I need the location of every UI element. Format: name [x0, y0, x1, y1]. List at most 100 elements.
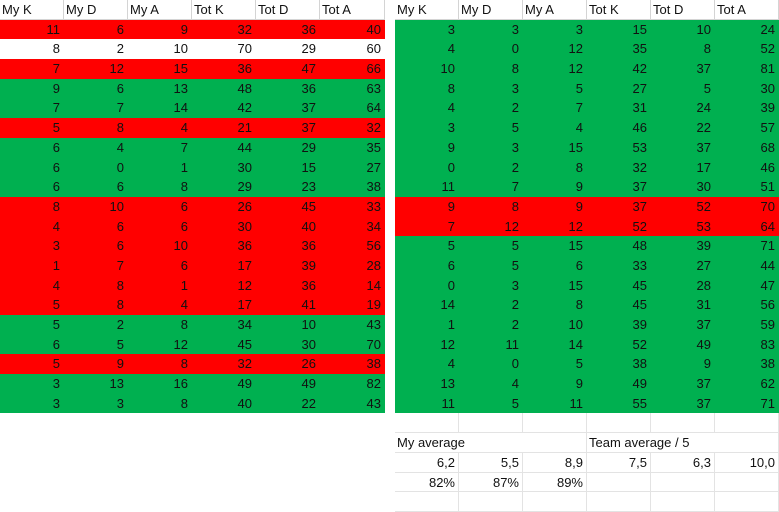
data-cell[interactable]: 12 — [523, 216, 587, 237]
data-cell[interactable]: 28 — [320, 255, 385, 276]
data-cell[interactable]: 4 — [395, 39, 459, 60]
data-cell[interactable]: 40 — [320, 19, 385, 40]
data-cell[interactable]: 4 — [128, 295, 192, 315]
data-cell[interactable]: 5 — [0, 295, 64, 315]
data-cell[interactable]: 82 — [320, 374, 385, 394]
data-cell[interactable]: 62 — [715, 374, 779, 394]
data-cell[interactable]: 5 — [459, 236, 523, 256]
data-cell[interactable]: 7 — [128, 137, 192, 158]
data-cell[interactable]: 3 — [459, 275, 523, 296]
data-cell[interactable]: 5 — [0, 118, 64, 138]
team-average-label[interactable]: Team average / 5 — [587, 433, 779, 453]
data-cell[interactable]: 64 — [320, 98, 385, 119]
data-cell[interactable]: 0 — [64, 157, 128, 178]
data-cell[interactable]: 39 — [651, 236, 715, 256]
data-cell[interactable]: 6 — [395, 255, 459, 276]
data-cell[interactable]: 32 — [192, 19, 256, 40]
data-cell[interactable]: 8 — [395, 78, 459, 99]
data-cell[interactable]: 31 — [587, 98, 651, 119]
data-cell[interactable]: 38 — [587, 354, 651, 375]
data-cell[interactable]: 57 — [715, 118, 779, 138]
data-cell[interactable]: 30 — [192, 216, 256, 237]
data-cell[interactable]: 29 — [256, 137, 320, 158]
data-cell[interactable]: 32 — [192, 354, 256, 375]
data-cell[interactable]: 0 — [395, 157, 459, 178]
data-cell[interactable]: 3 — [0, 374, 64, 394]
empty-cell[interactable] — [715, 492, 779, 512]
data-cell[interactable]: 70 — [715, 196, 779, 217]
data-cell[interactable]: 71 — [715, 236, 779, 256]
percent-value-cell[interactable]: 89% — [523, 472, 587, 493]
data-cell[interactable]: 7 — [0, 98, 64, 119]
data-cell[interactable]: 7 — [523, 98, 587, 119]
data-cell[interactable]: 45 — [256, 196, 320, 217]
data-cell[interactable]: 1 — [128, 275, 192, 296]
data-cell[interactable]: 49 — [651, 334, 715, 355]
empty-cell[interactable] — [651, 413, 715, 434]
data-cell[interactable]: 12 — [523, 39, 587, 60]
data-cell[interactable]: 5 — [64, 334, 128, 355]
data-cell[interactable]: 10 — [523, 315, 587, 335]
data-cell[interactable]: 0 — [459, 354, 523, 375]
empty-cell[interactable] — [523, 492, 587, 512]
data-cell[interactable]: 4 — [128, 118, 192, 138]
data-cell[interactable]: 5 — [523, 354, 587, 375]
empty-cell[interactable] — [395, 413, 459, 434]
data-cell[interactable]: 5 — [523, 78, 587, 99]
average-value-cell[interactable]: 6,2 — [395, 452, 459, 473]
data-cell[interactable]: 34 — [320, 216, 385, 237]
data-cell[interactable]: 2 — [459, 157, 523, 178]
average-value-cell[interactable]: 10,0 — [715, 452, 779, 473]
data-cell[interactable]: 64 — [715, 216, 779, 237]
data-cell[interactable]: 22 — [256, 393, 320, 414]
data-cell[interactable]: 19 — [320, 295, 385, 315]
data-cell[interactable]: 10 — [64, 196, 128, 217]
empty-cell[interactable] — [715, 472, 779, 493]
data-cell[interactable]: 23 — [256, 177, 320, 197]
data-cell[interactable]: 9 — [395, 137, 459, 158]
empty-cell[interactable] — [587, 492, 651, 512]
data-cell[interactable]: 11 — [523, 393, 587, 414]
data-cell[interactable]: 15 — [523, 275, 587, 296]
percent-value-cell[interactable]: 82% — [395, 472, 459, 493]
column-header[interactable]: My K — [0, 0, 64, 20]
data-cell[interactable]: 4 — [523, 118, 587, 138]
data-cell[interactable]: 9 — [523, 374, 587, 394]
data-cell[interactable]: 8 — [128, 315, 192, 335]
data-cell[interactable]: 30 — [651, 177, 715, 197]
data-cell[interactable]: 29 — [256, 39, 320, 60]
data-cell[interactable]: 10 — [128, 39, 192, 60]
data-cell[interactable]: 8 — [651, 39, 715, 60]
data-cell[interactable]: 13 — [395, 374, 459, 394]
data-cell[interactable]: 8 — [128, 177, 192, 197]
data-cell[interactable]: 2 — [459, 315, 523, 335]
data-cell[interactable]: 5 — [395, 236, 459, 256]
data-cell[interactable]: 29 — [192, 177, 256, 197]
data-cell[interactable]: 7 — [395, 216, 459, 237]
data-cell[interactable]: 39 — [587, 315, 651, 335]
data-cell[interactable]: 1 — [0, 255, 64, 276]
data-cell[interactable]: 12 — [128, 334, 192, 355]
data-cell[interactable]: 36 — [256, 275, 320, 296]
data-cell[interactable]: 8 — [459, 196, 523, 217]
data-cell[interactable]: 13 — [64, 374, 128, 394]
data-cell[interactable]: 12 — [64, 59, 128, 79]
data-cell[interactable]: 59 — [715, 315, 779, 335]
data-cell[interactable]: 49 — [256, 374, 320, 394]
data-cell[interactable]: 6 — [64, 177, 128, 197]
empty-cell[interactable] — [459, 413, 523, 434]
data-cell[interactable]: 70 — [320, 334, 385, 355]
data-cell[interactable]: 3 — [523, 19, 587, 40]
data-cell[interactable]: 3 — [459, 19, 523, 40]
data-cell[interactable]: 32 — [320, 118, 385, 138]
data-cell[interactable]: 43 — [320, 315, 385, 335]
data-cell[interactable]: 9 — [395, 196, 459, 217]
column-header[interactable]: Tot K — [192, 0, 256, 20]
data-cell[interactable]: 31 — [651, 295, 715, 315]
data-cell[interactable]: 3 — [395, 118, 459, 138]
data-cell[interactable]: 1 — [128, 157, 192, 178]
data-cell[interactable]: 10 — [256, 315, 320, 335]
data-cell[interactable]: 3 — [0, 393, 64, 414]
data-cell[interactable]: 3 — [459, 78, 523, 99]
data-cell[interactable]: 34 — [192, 315, 256, 335]
